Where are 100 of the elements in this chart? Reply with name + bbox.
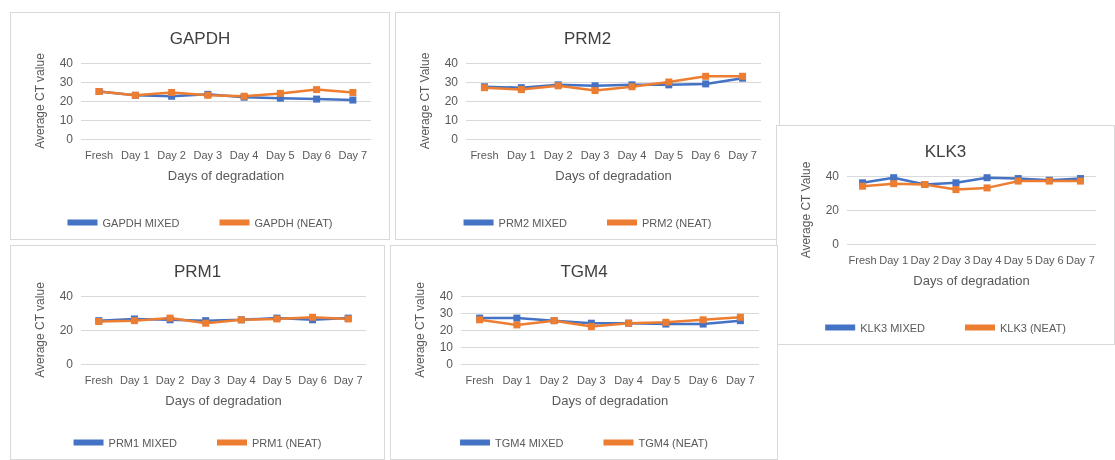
x-tick-label: Day 6 (302, 148, 331, 161)
y-tick-label: 0 (832, 237, 840, 251)
x-tick-label: Day 3 (941, 253, 971, 266)
x-tick-label: Day 6 (1034, 253, 1064, 266)
y-tick-label: 30 (439, 306, 454, 320)
x-tick-label: Day 4 (972, 253, 1002, 266)
legend-label: PRM1 (NEAT) (252, 436, 322, 449)
x-tick-label: Day 5 (262, 373, 292, 386)
point (168, 88, 176, 96)
chart-title: TGM4 (560, 262, 608, 281)
legend-label: KLK3 MIXED (860, 321, 926, 334)
x-tick-label: Day 3 (191, 373, 221, 386)
x-tick-label: Day 5 (651, 373, 681, 386)
x-tick-label: Day 4 (229, 148, 259, 161)
point (587, 323, 595, 331)
x-tick-label: Day 1 (120, 373, 149, 386)
x-tick-label: Day 4 (617, 148, 647, 161)
y-tick-label: 40 (444, 56, 459, 70)
y-tick-label: 20 (439, 323, 454, 337)
y-tick-label: 0 (66, 357, 74, 371)
x-tick-label: Fresh (848, 253, 877, 266)
point (349, 88, 357, 96)
point (983, 184, 991, 192)
legend-label: TGM4 (NEAT) (638, 436, 708, 449)
y-tick-label: 20 (59, 94, 74, 108)
y-axis-title: Average CT Value (799, 161, 813, 259)
point (952, 186, 960, 194)
legend-label: GAPDH (NEAT) (254, 216, 333, 229)
x-tick-label: Day 2 (543, 148, 573, 161)
legend-label: PRM2 (NEAT) (642, 216, 712, 229)
y-tick-label: 40 (59, 289, 74, 303)
y-tick-label: 30 (444, 75, 459, 89)
y-tick-label: 10 (59, 113, 74, 127)
x-axis-title: Days of degradation (913, 273, 1030, 288)
x-tick-label: Day 7 (726, 373, 755, 386)
x-axis-title: Days of degradation (167, 168, 285, 183)
y-tick-label: 40 (59, 56, 74, 70)
y-tick-label: 0 (66, 132, 74, 146)
x-tick-label: Fresh (465, 373, 494, 386)
x-tick-label: Day 5 (266, 148, 295, 161)
x-tick-label: Day 1 (506, 148, 536, 161)
x-tick-label: Day 5 (1003, 253, 1033, 266)
y-tick-label: 20 (59, 323, 74, 337)
point (349, 96, 357, 104)
chart-title: GAPDH (169, 29, 231, 48)
x-tick-label: Day 2 (155, 373, 185, 386)
legend-label: PRM1 MIXED (108, 436, 178, 449)
chart-title: KLK3 (924, 142, 967, 161)
x-tick-label: Day 6 (691, 148, 721, 161)
y-tick-label: 10 (444, 113, 459, 127)
x-axis-title: Days of degradation (165, 393, 282, 408)
x-tick-label: Day 7 (333, 373, 363, 386)
point (699, 316, 707, 324)
point (313, 86, 321, 94)
point (952, 179, 960, 187)
x-tick-label: Fresh (85, 148, 114, 161)
y-axis-title: Average CT value (413, 281, 427, 378)
point (276, 89, 284, 97)
point (313, 95, 321, 103)
x-tick-label: Day 6 (688, 373, 718, 386)
x-tick-label: Fresh (470, 148, 499, 161)
chart-title: PRM2 (563, 29, 612, 48)
y-tick-label: 20 (825, 203, 840, 217)
point (736, 313, 744, 321)
x-tick-label: Day 7 (728, 148, 757, 161)
chart-title: PRM1 (173, 262, 222, 281)
point (702, 72, 710, 80)
y-axis-title: Average CT value (33, 281, 47, 378)
point (591, 87, 599, 95)
y-tick-label: 40 (825, 169, 840, 183)
y-tick-label: 10 (439, 340, 454, 354)
y-axis-title: Average CT value (33, 52, 47, 149)
legend-label: GAPDH MIXED (102, 216, 180, 229)
x-tick-label: Day 4 (226, 373, 256, 386)
point (983, 174, 991, 182)
point (702, 80, 710, 88)
x-tick-label: Day 1 (879, 253, 909, 266)
x-tick-label: Day 6 (298, 373, 327, 386)
x-tick-label: Day 7 (1066, 253, 1095, 266)
x-axis-title: Days of degradation (551, 393, 669, 408)
x-tick-label: Day 3 (580, 148, 610, 161)
y-tick-label: 40 (439, 289, 454, 303)
x-tick-label: Day 1 (121, 148, 150, 161)
legend-label: PRM2 MIXED (498, 216, 568, 229)
x-tick-label: Day 3 (577, 373, 606, 386)
y-tick-label: 0 (451, 132, 459, 146)
x-tick-label: Fresh (84, 373, 113, 386)
point (513, 321, 521, 329)
y-axis-title: Average CT Value (418, 52, 432, 150)
y-tick-label: 20 (444, 94, 459, 108)
legend-label: KLK3 (NEAT) (1000, 321, 1066, 334)
x-tick-label: Day 4 (614, 373, 643, 386)
x-tick-label: Day 5 (654, 148, 684, 161)
x-tick-label: Day 2 (910, 253, 940, 266)
x-tick-label: Day 3 (193, 148, 223, 161)
x-tick-label: Day 2 (157, 148, 186, 161)
point (890, 180, 898, 188)
x-tick-label: Day 2 (539, 373, 569, 386)
y-tick-label: 0 (446, 357, 454, 371)
x-axis-title: Days of degradation (555, 168, 672, 183)
